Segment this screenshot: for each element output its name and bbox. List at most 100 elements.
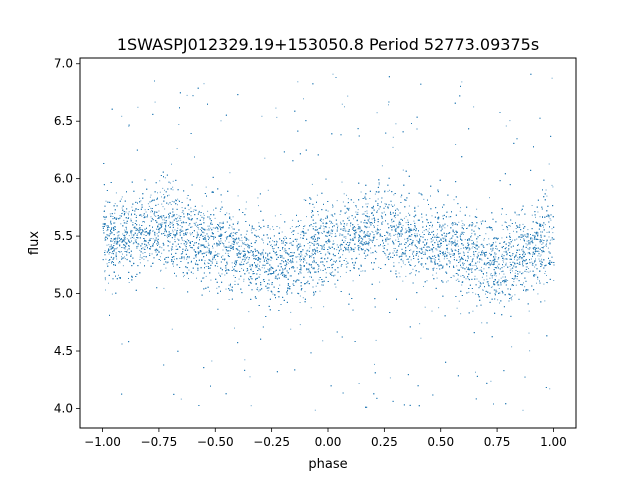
scatter-point <box>355 211 357 213</box>
scatter-point <box>461 225 463 227</box>
scatter-point <box>365 242 367 244</box>
scatter-point <box>212 259 214 261</box>
scatter-point <box>280 214 282 215</box>
scatter-point <box>508 293 510 295</box>
scatter-point <box>458 300 460 302</box>
scatter-point <box>437 233 438 235</box>
scatter-point <box>394 248 396 249</box>
scatter-point <box>212 247 214 249</box>
scatter-point <box>506 252 508 254</box>
scatter-point <box>218 240 220 242</box>
scatter-point <box>142 230 144 232</box>
scatter-point <box>195 256 197 258</box>
scatter-point <box>128 241 129 242</box>
scatter-point <box>361 213 363 215</box>
scatter-point <box>176 233 178 235</box>
scatter-point <box>285 263 287 264</box>
scatter-point <box>408 205 410 207</box>
scatter-point <box>281 242 283 244</box>
scatter-point <box>547 282 548 284</box>
scatter-point <box>289 242 291 244</box>
scatter-point <box>130 229 132 231</box>
scatter-point <box>447 280 449 282</box>
scatter-point <box>536 282 537 284</box>
scatter-point <box>511 299 513 301</box>
scatter-point <box>445 251 447 253</box>
scatter-point <box>451 244 452 246</box>
scatter-point <box>112 216 114 217</box>
scatter-point <box>163 287 165 289</box>
scatter-point <box>170 204 172 205</box>
scatter-point <box>144 246 146 248</box>
scatter-point <box>325 253 327 255</box>
scatter-point <box>432 274 434 276</box>
scatter-point <box>446 281 448 283</box>
scatter-point <box>457 274 459 276</box>
scatter-point <box>377 198 379 200</box>
scatter-point <box>186 243 187 245</box>
scatter-point <box>353 201 355 203</box>
scatter-point <box>313 249 315 251</box>
scatter-point <box>281 255 283 257</box>
scatter-point <box>511 254 513 256</box>
scatter-point <box>219 274 221 276</box>
scatter-point <box>291 226 293 228</box>
scatter-point <box>201 205 203 207</box>
scatter-point <box>403 217 405 219</box>
scatter-point <box>173 233 174 235</box>
scatter-point <box>318 232 320 234</box>
scatter-point <box>368 244 370 246</box>
scatter-point <box>491 286 493 288</box>
scatter-point <box>218 224 220 226</box>
scatter-point <box>483 239 485 241</box>
scatter-point <box>478 280 480 282</box>
scatter-point <box>340 276 341 278</box>
scatter-point <box>390 235 392 237</box>
scatter-point <box>179 257 181 259</box>
scatter-point <box>178 124 180 125</box>
scatter-point <box>490 245 492 247</box>
scatter-point <box>141 215 143 217</box>
scatter-point <box>534 237 536 239</box>
scatter-point <box>473 255 475 257</box>
scatter-point <box>303 98 304 100</box>
scatter-point <box>431 249 433 251</box>
scatter-point <box>315 285 317 287</box>
scatter-point <box>124 237 126 239</box>
scatter-point <box>209 290 210 292</box>
scatter-point <box>444 227 446 229</box>
scatter-point <box>381 165 383 167</box>
scatter-point <box>497 258 499 260</box>
scatter-point <box>250 277 252 279</box>
scatter-point <box>336 231 338 232</box>
scatter-point <box>245 201 247 203</box>
scatter-point <box>402 225 404 227</box>
scatter-point <box>303 199 305 201</box>
scatter-point <box>165 267 167 269</box>
scatter-point <box>346 224 348 226</box>
scatter-point <box>128 246 130 248</box>
scatter-point <box>344 228 346 230</box>
scatter-point <box>535 274 537 276</box>
scatter-point <box>269 228 271 230</box>
scatter-point <box>255 266 257 268</box>
scatter-point <box>290 311 292 313</box>
scatter-point <box>340 221 341 223</box>
scatter-point <box>317 269 319 271</box>
scatter-point <box>151 209 153 211</box>
scatter-point <box>398 241 400 243</box>
scatter-point <box>521 257 522 258</box>
scatter-point <box>369 233 371 235</box>
scatter-point <box>387 231 389 233</box>
scatter-point <box>232 228 234 230</box>
scatter-point <box>494 260 496 262</box>
scatter-point <box>543 283 545 285</box>
scatter-point <box>270 245 271 246</box>
scatter-point <box>462 223 464 224</box>
scatter-point <box>128 235 130 237</box>
scatter-point <box>422 266 424 268</box>
scatter-point <box>213 236 215 238</box>
scatter-point <box>318 228 320 229</box>
scatter-point <box>522 230 524 232</box>
scatter-point <box>154 215 156 217</box>
